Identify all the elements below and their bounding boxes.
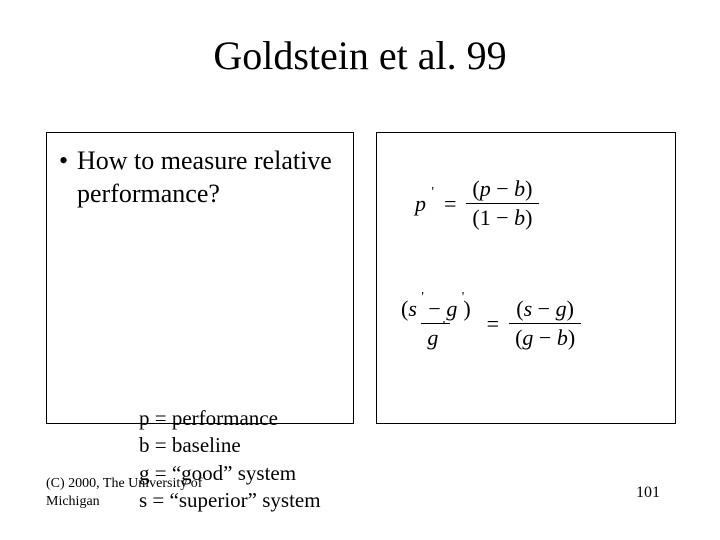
eq2-right-fraction: (s − g) (g − b) bbox=[509, 297, 581, 350]
eq2-right-numerator: (s − g) bbox=[510, 297, 580, 323]
eq2-lnum-a: s bbox=[408, 296, 423, 321]
minus-icon: − bbox=[539, 325, 551, 350]
def-b: b = baseline bbox=[139, 432, 321, 459]
paren-close: ) bbox=[525, 205, 532, 230]
eq1-den-b: b bbox=[514, 205, 525, 230]
paren-open: ( bbox=[472, 205, 479, 230]
left-panel: • How to measure relative performance? p… bbox=[46, 132, 354, 424]
equation-2: (s − g) g = (s − g) (g − b) bbox=[395, 297, 581, 350]
slide: Goldstein et al. 99 • How to measure rel… bbox=[0, 0, 720, 540]
paren-close: ) bbox=[463, 296, 470, 321]
eq1-num-a: p bbox=[480, 176, 491, 201]
eq2-right-denominator: (g − b) bbox=[509, 323, 581, 350]
eq2-lden: g bbox=[427, 325, 444, 350]
paren-close: ) bbox=[567, 296, 574, 321]
minus-icon: − bbox=[496, 205, 508, 230]
slide-title: Goldstein et al. 99 bbox=[0, 32, 720, 79]
eq1-denominator: (1 − b) bbox=[466, 203, 538, 230]
right-panel: p = (p − b) (1 − b) (s − g) bbox=[376, 132, 676, 424]
eq1-den-a: 1 bbox=[480, 205, 491, 230]
eq2-rden-a: g bbox=[522, 325, 533, 350]
minus-icon: − bbox=[496, 176, 508, 201]
equals-icon: = bbox=[444, 191, 456, 217]
paren-open: ( bbox=[472, 176, 479, 201]
eq1-lhs: p bbox=[415, 191, 434, 217]
bullet-dot: • bbox=[59, 145, 77, 210]
equation-1: p = (p − b) (1 − b) bbox=[415, 177, 539, 230]
minus-icon: − bbox=[538, 296, 550, 321]
bullet-item: • How to measure relative performance? bbox=[59, 145, 343, 210]
eq2-left-fraction: (s − g) g bbox=[395, 297, 477, 350]
eq2-left-denominator: g bbox=[421, 323, 450, 350]
paren-open: ( bbox=[516, 296, 523, 321]
eq2-rnum-b: g bbox=[556, 296, 567, 321]
eq1-numerator: (p − b) bbox=[466, 177, 538, 203]
eq1-fraction: (p − b) (1 − b) bbox=[466, 177, 538, 230]
eq2-rnum-a: s bbox=[524, 296, 533, 321]
footer-copyright: (C) 2000, The University of Michigan bbox=[46, 475, 246, 510]
eq2-left-numerator: (s − g) bbox=[395, 297, 477, 323]
def-p: p = performance bbox=[139, 405, 321, 432]
footer-page-number: 101 bbox=[636, 484, 660, 502]
eq2-lnum-b: g bbox=[446, 296, 463, 321]
minus-icon: − bbox=[428, 296, 440, 321]
bullet-text: How to measure relative performance? bbox=[77, 145, 343, 210]
paren-close: ) bbox=[568, 325, 575, 350]
eq2-rden-b: b bbox=[557, 325, 568, 350]
equals-icon: = bbox=[487, 311, 499, 337]
eq1-num-b: b bbox=[514, 176, 525, 201]
paren-close: ) bbox=[525, 176, 532, 201]
